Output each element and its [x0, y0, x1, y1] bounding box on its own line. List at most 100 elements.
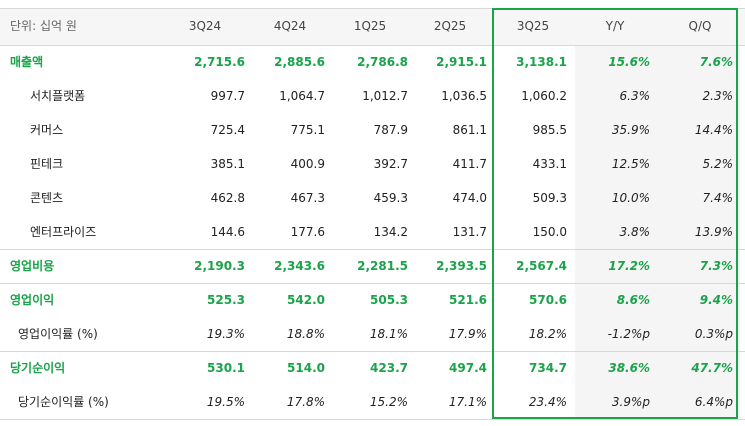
cell: 497.4: [449, 361, 487, 375]
cell: 525.3: [207, 293, 245, 307]
cell: 385.1: [210, 157, 245, 171]
cell: 787.9: [373, 123, 408, 137]
cell: 17.9%: [448, 327, 487, 341]
cell: 14.4%: [694, 123, 733, 137]
cell: 19.5%: [206, 395, 245, 409]
column-header: 1Q25: [353, 19, 387, 33]
cell: 38.6%: [608, 361, 650, 375]
cell: 18.2%: [528, 327, 567, 341]
cell: 17.8%: [286, 395, 325, 409]
cell: 2,715.6: [194, 55, 245, 69]
cell: 505.3: [370, 293, 408, 307]
cell: 725.4: [210, 123, 245, 137]
cell: 35.9%: [611, 123, 650, 137]
cell: 7.3%: [699, 259, 733, 273]
cell: 514.0: [287, 361, 325, 375]
row-label: 영업비용: [10, 259, 55, 273]
cell: 9.4%: [699, 293, 733, 307]
cell: 2,343.6: [274, 259, 325, 273]
cell: 423.7: [370, 361, 408, 375]
cell: 2,915.1: [436, 55, 487, 69]
cell: 150.0: [532, 225, 567, 239]
cell: 474.0: [452, 191, 487, 205]
rule: [0, 249, 745, 250]
cell: 12.5%: [611, 157, 650, 171]
cell: 400.9: [290, 157, 325, 171]
cell: 10.0%: [611, 191, 650, 205]
header-bg: [0, 8, 745, 45]
unit-label: 단위: 십억 원: [10, 19, 77, 33]
cell: 5.2%: [702, 157, 734, 171]
cell: 411.7: [452, 157, 487, 171]
cell: 17.1%: [448, 395, 487, 409]
row-label: 당기순이익: [10, 361, 66, 375]
cell: 23.4%: [528, 395, 567, 409]
cell: 2.3%: [702, 89, 734, 103]
cell: 467.3: [290, 191, 325, 205]
cell: 8.6%: [616, 293, 650, 307]
cell: 0.3%p: [694, 327, 733, 341]
row-label: 영업이익률 (%): [18, 327, 98, 341]
cell: 1,060.2: [521, 89, 567, 103]
cell: 17.2%: [608, 259, 650, 273]
cell: 2,786.8: [357, 55, 408, 69]
cell: 2,885.6: [274, 55, 325, 69]
cell: 3,138.1: [516, 55, 567, 69]
cell: 392.7: [373, 157, 408, 171]
column-header: 3Q24: [188, 19, 222, 33]
cell: 509.3: [532, 191, 567, 205]
cell: 985.5: [532, 123, 567, 137]
highlight-box: [492, 8, 738, 419]
column-header: Y/Y: [605, 19, 625, 33]
cell: 19.3%: [206, 327, 245, 341]
cell: 7.6%: [699, 55, 733, 69]
cell: 134.2: [373, 225, 408, 239]
cell: 3.9%p: [611, 395, 650, 409]
cell: 7.4%: [702, 191, 734, 205]
cell: 144.6: [210, 225, 245, 239]
rule: [0, 8, 745, 9]
cell: 177.6: [290, 225, 325, 239]
rule: [0, 419, 745, 420]
cell: 530.1: [207, 361, 245, 375]
cell: 2,190.3: [194, 259, 245, 273]
cell: 1,036.5: [441, 89, 487, 103]
rule: [0, 283, 745, 284]
shade: [575, 45, 740, 419]
cell: 2,393.5: [436, 259, 487, 273]
cell: 570.6: [529, 293, 567, 307]
cell: 47.7%: [691, 361, 733, 375]
column-header: 4Q24: [273, 19, 307, 33]
cell: 997.7: [210, 89, 245, 103]
cell: 462.8: [210, 191, 245, 205]
cell: 1,012.7: [362, 89, 408, 103]
cell: 521.6: [449, 293, 487, 307]
row-label: 매출액: [10, 55, 44, 69]
row-label: 엔터프라이즈: [30, 225, 97, 239]
cell: 15.6%: [608, 55, 650, 69]
cell: 2,567.4: [516, 259, 567, 273]
cell: 6.3%: [619, 89, 651, 103]
cell: 1,064.7: [279, 89, 325, 103]
cell: 2,281.5: [357, 259, 408, 273]
cell: 775.1: [290, 123, 325, 137]
column-header: Q/Q: [688, 19, 712, 33]
row-label: 커머스: [30, 123, 64, 137]
row-label: 서치플랫폼: [30, 89, 86, 103]
cell: 459.3: [373, 191, 408, 205]
cell: 18.1%: [369, 327, 408, 341]
rule: [0, 351, 745, 352]
cell: 13.9%: [694, 225, 733, 239]
cell: 18.8%: [286, 327, 325, 341]
cell: 15.2%: [369, 395, 408, 409]
row-label: 핀테크: [30, 157, 64, 171]
cell: 131.7: [452, 225, 487, 239]
cell: 734.7: [529, 361, 567, 375]
cell: 542.0: [287, 293, 325, 307]
row-label: 영업이익: [10, 293, 55, 307]
cell: 6.4%p: [694, 395, 733, 409]
rule: [0, 45, 745, 46]
row-label: 콘텐츠: [30, 191, 64, 205]
cell: 3.8%: [619, 225, 651, 239]
